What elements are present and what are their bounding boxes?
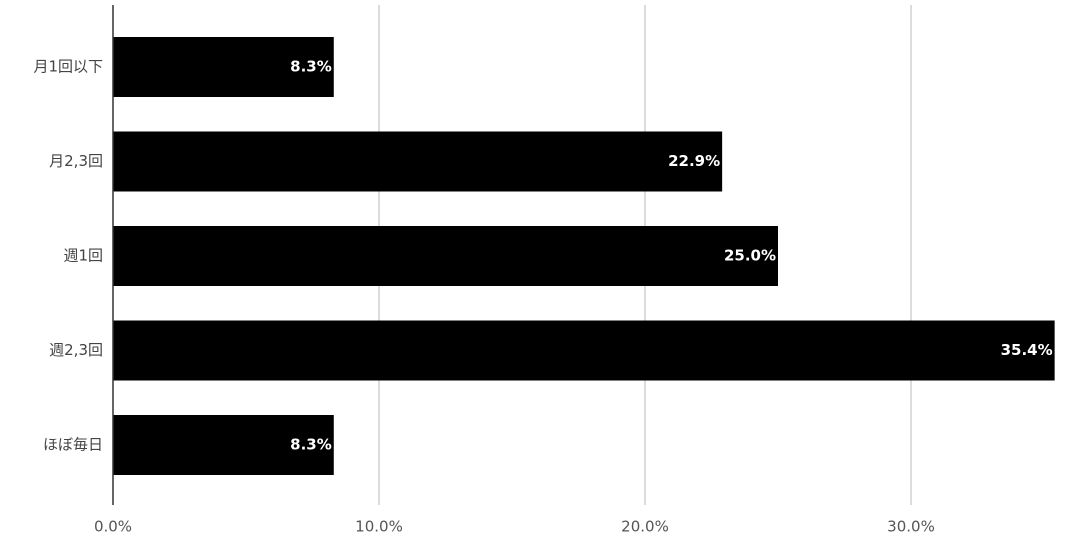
value-label: 8.3% <box>290 436 332 454</box>
x-tick-label: 10.0% <box>355 518 403 536</box>
bar <box>113 131 723 192</box>
value-label: 8.3% <box>290 58 332 76</box>
value-label: 22.9% <box>668 152 720 170</box>
y-tick-label: 月2,3回 <box>49 152 103 170</box>
y-tick-label: 月1回以下 <box>33 58 103 76</box>
y-tick-label: 週1回 <box>63 247 103 265</box>
x-tick-label: 20.0% <box>621 518 669 536</box>
y-tick-label: ほぼ毎日 <box>43 436 103 454</box>
bar <box>113 37 334 97</box>
bar <box>113 320 1055 381</box>
bar <box>113 226 778 286</box>
bar <box>113 415 334 475</box>
y-tick-label: 週2,3回 <box>49 341 103 359</box>
x-tick-label: 0.0% <box>94 518 132 536</box>
value-label: 35.4% <box>1001 341 1053 359</box>
x-tick-label: 30.0% <box>887 518 935 536</box>
value-label: 25.0% <box>724 247 776 265</box>
